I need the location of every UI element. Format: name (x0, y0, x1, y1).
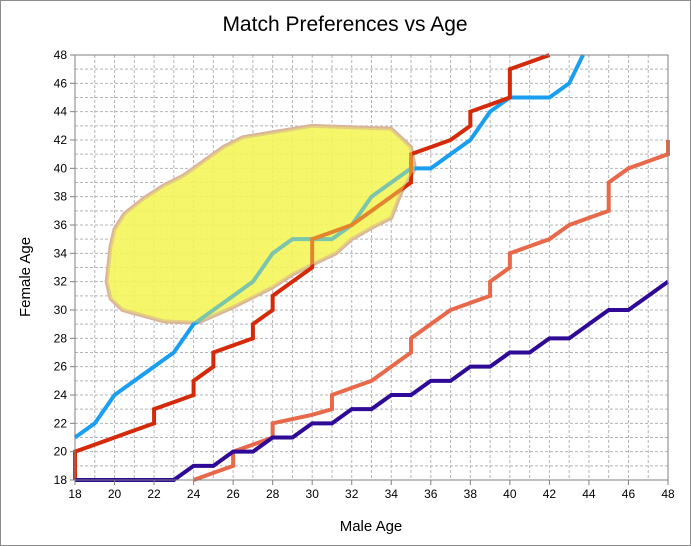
y-tick-label: 48 (54, 48, 68, 62)
y-tick-label: 40 (54, 161, 68, 175)
x-tick-label: 30 (306, 487, 320, 501)
series-line-1 (73, 54, 585, 440)
chart-title: Match Preferences vs Age (222, 13, 467, 36)
x-tick-label: 46 (622, 487, 636, 501)
series-line-2 (73, 53, 551, 480)
y-tick-label: 32 (54, 275, 68, 289)
y-tick-label: 36 (54, 218, 68, 232)
x-tick-label: 48 (661, 487, 675, 501)
y-tick-label: 46 (54, 76, 68, 90)
plot-border (74, 54, 669, 481)
y-tick-label: 24 (54, 388, 68, 402)
y-tick-label: 20 (54, 445, 68, 459)
y-tick-label: 26 (54, 360, 68, 374)
y-tick-label: 22 (54, 416, 68, 430)
highlight-region-tint (106, 125, 415, 323)
x-tick-label: 36 (424, 487, 438, 501)
y-tick-label: 30 (54, 303, 68, 317)
y-tick-label: 34 (54, 246, 68, 260)
x-tick-label: 20 (108, 487, 122, 501)
x-tick-label: 26 (226, 487, 240, 501)
x-tick-label: 34 (385, 487, 399, 501)
y-tick-label: 42 (54, 133, 68, 147)
x-tick-label: 32 (345, 487, 359, 501)
y-tick-label: 28 (54, 331, 68, 345)
plot-area: 18 20 22 24 26 28 30 32 34 36 38 40 42 44 46 48 18 20 22 24… (54, 48, 675, 501)
y-tick-label: 38 (54, 190, 68, 204)
x-tick-label: 28 (266, 487, 280, 501)
x-tick-label: 38 (464, 487, 478, 501)
x-tick-label: 42 (543, 487, 557, 501)
x-tick-label: 22 (147, 487, 161, 501)
y-tick-label: 44 (54, 105, 68, 119)
x-tick-label: 44 (582, 487, 596, 501)
x-tick-label: 40 (503, 487, 517, 501)
series-line-3 (192, 140, 670, 482)
x-tick-label: 24 (187, 487, 201, 501)
y-axis-label: Female Age (17, 237, 34, 317)
highlight-region (104, 123, 417, 325)
x-tick-label: 18 (68, 487, 82, 501)
x-axis-label: Male Age (340, 518, 403, 535)
y-tick-label: 18 (54, 473, 68, 487)
